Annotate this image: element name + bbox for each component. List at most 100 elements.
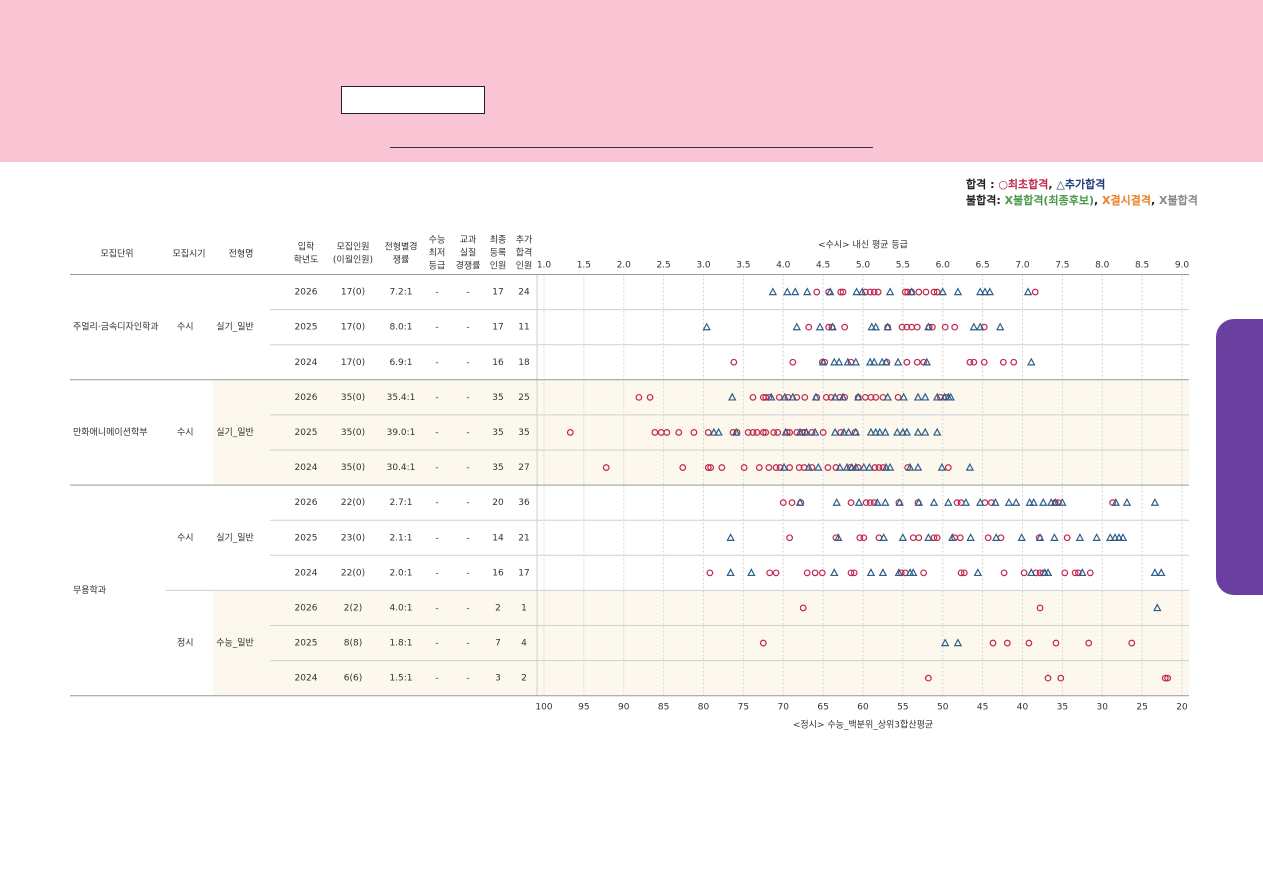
legend-line: 합격 : ○최초합격, △추가합격 — [966, 177, 1105, 191]
cell: 35.4:1 — [387, 393, 416, 403]
column-header: 모집인원 — [336, 241, 369, 253]
cell: - — [435, 674, 438, 684]
cell: - — [435, 463, 438, 473]
column-header: 인원 — [490, 261, 507, 272]
cell: 1.8:1 — [389, 639, 412, 649]
first-pass-mark — [867, 393, 875, 401]
tick-label: 9.0 — [1175, 261, 1190, 271]
extra-pass-mark — [802, 287, 812, 296]
cell: - — [466, 603, 469, 613]
first-pass-mark — [866, 288, 874, 296]
first-pass-mark — [749, 429, 757, 436]
extra-pass-mark — [768, 287, 778, 296]
first-pass-mark — [1044, 674, 1052, 682]
first-pass-mark — [749, 393, 757, 401]
first-pass-mark — [635, 393, 643, 401]
first-pass-mark — [718, 464, 726, 471]
extra-pass-mark — [881, 427, 890, 436]
first-pass-mark — [818, 569, 826, 577]
extra-pass-mark — [834, 357, 844, 366]
title-box — [341, 86, 485, 114]
first-pass-mark — [795, 464, 803, 471]
cell: 11 — [518, 323, 529, 333]
extra-pass-mark — [885, 287, 895, 296]
extra-pass-mark — [731, 427, 741, 436]
extra-pass-mark — [953, 287, 963, 296]
first-pass-mark — [922, 288, 930, 296]
tick-label: 7.5 — [1055, 261, 1069, 271]
first-pass-mark — [675, 429, 683, 436]
track: 실기_일반 — [216, 322, 254, 333]
cell: 2025 — [295, 639, 318, 649]
tick-label: 25 — [1136, 703, 1147, 713]
extra-pass-mark — [795, 427, 805, 436]
first-pass-mark — [903, 358, 911, 366]
period: 수시 — [177, 322, 194, 333]
cell: - — [435, 288, 438, 298]
first-pass-mark — [915, 288, 923, 296]
tick-label: 8.0 — [1095, 261, 1110, 271]
extra-pass-mark — [1118, 533, 1128, 541]
period: 수시 — [177, 532, 194, 543]
column-header: 입학 — [298, 241, 315, 253]
extra-pass-mark — [815, 322, 825, 331]
first-pass-mark — [999, 358, 1007, 366]
cell: 35 — [492, 428, 503, 438]
extra-pass-mark — [865, 357, 875, 366]
extra-pass-mark — [940, 638, 950, 647]
axis-title: <수시> 내신 평균 등급 — [818, 240, 908, 251]
cell: 2026 — [295, 288, 318, 298]
extra-pass-mark — [1111, 497, 1121, 506]
extra-pass-mark — [810, 427, 820, 436]
extra-pass-mark — [781, 427, 790, 436]
first-pass-mark — [933, 534, 941, 542]
extra-pass-mark — [1114, 533, 1124, 541]
extra-pass-mark — [1050, 533, 1059, 541]
tick-label: 7.0 — [1015, 261, 1030, 271]
extra-pass-mark — [893, 357, 903, 366]
first-pass-mark — [766, 569, 774, 577]
cell: 4 — [521, 639, 527, 649]
first-pass-mark — [1003, 639, 1011, 647]
cell: - — [435, 568, 438, 578]
extra-pass-mark — [830, 427, 840, 436]
extra-pass-mark — [921, 427, 930, 436]
first-pass-mark — [837, 288, 845, 296]
extra-pass-mark — [1050, 497, 1060, 506]
extra-pass-mark — [932, 427, 942, 436]
first-pass-mark — [786, 534, 794, 542]
cell: 2026 — [295, 393, 318, 403]
first-pass-mark — [566, 429, 574, 436]
first-pass-mark — [759, 639, 767, 647]
extra-pass-mark — [995, 322, 1005, 331]
first-pass-mark — [824, 464, 832, 471]
tick-label: 4.5 — [816, 261, 830, 271]
tick-label: 40 — [1017, 703, 1029, 713]
first-pass-mark — [762, 393, 770, 401]
cell: - — [466, 674, 469, 684]
legend-item: X결시결격 — [1102, 193, 1151, 207]
first-pass-mark — [755, 464, 763, 471]
extra-pass-mark — [991, 497, 1000, 506]
tick-label: 65 — [817, 703, 828, 713]
first-pass-mark — [811, 569, 819, 577]
period: 정시 — [177, 638, 194, 649]
first-pass-mark — [989, 639, 997, 647]
first-pass-mark — [651, 429, 659, 436]
column-header: 등록 — [490, 248, 507, 259]
first-pass-mark — [841, 323, 849, 331]
extra-pass-mark — [714, 427, 723, 436]
legend-item: X불합격(최종후보) — [1001, 193, 1094, 207]
first-pass-mark — [856, 534, 864, 542]
extra-pass-mark — [929, 497, 939, 506]
extra-pass-mark — [854, 392, 863, 401]
extra-pass-mark — [767, 392, 776, 401]
column-header: 학년도 — [294, 255, 319, 266]
extra-pass-mark — [1035, 533, 1045, 541]
first-pass-mark — [822, 393, 830, 401]
first-pass-mark — [903, 323, 911, 331]
column-header: 실질 — [460, 247, 477, 259]
cell: 23(0) — [341, 533, 365, 543]
first-pass-mark — [970, 358, 978, 366]
cell: - — [435, 603, 438, 613]
